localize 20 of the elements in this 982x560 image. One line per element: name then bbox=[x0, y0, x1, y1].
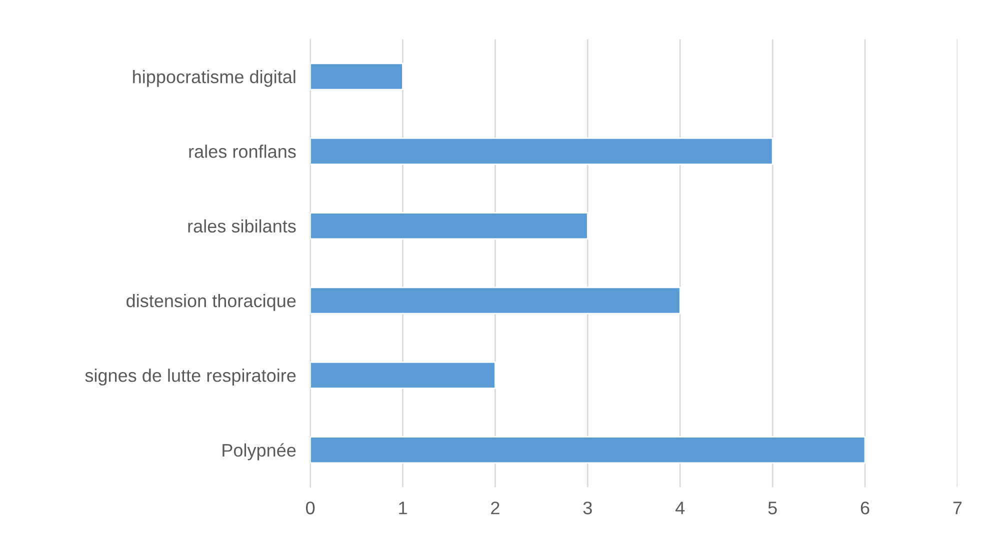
x-tick-label: 6 bbox=[860, 502, 870, 514]
bar bbox=[310, 137, 774, 165]
bar bbox=[310, 361, 496, 389]
y-tick-label: hippocratisme digital bbox=[133, 70, 296, 87]
x-tick-label: 7 bbox=[953, 502, 962, 514]
x-tick-label: 5 bbox=[768, 502, 777, 514]
bar bbox=[310, 62, 404, 90]
y-tick-label: rales ronflans bbox=[189, 144, 296, 158]
bar bbox=[310, 286, 681, 314]
x-tick-label: 0 bbox=[306, 502, 315, 514]
bar bbox=[310, 212, 588, 240]
y-tick-label: distension thoracique bbox=[126, 294, 296, 311]
y-tick-label: rales sibilants bbox=[188, 219, 296, 233]
y-tick-label: signes de lutte respiratoire bbox=[85, 368, 296, 386]
bar bbox=[310, 436, 866, 464]
y-tick-label: Polypnée bbox=[222, 443, 296, 460]
x-tick-label: 3 bbox=[583, 502, 592, 514]
x-tick-label: 1 bbox=[399, 502, 407, 514]
x-tick-label: 2 bbox=[491, 502, 500, 514]
x-tick-label: 4 bbox=[676, 502, 685, 514]
